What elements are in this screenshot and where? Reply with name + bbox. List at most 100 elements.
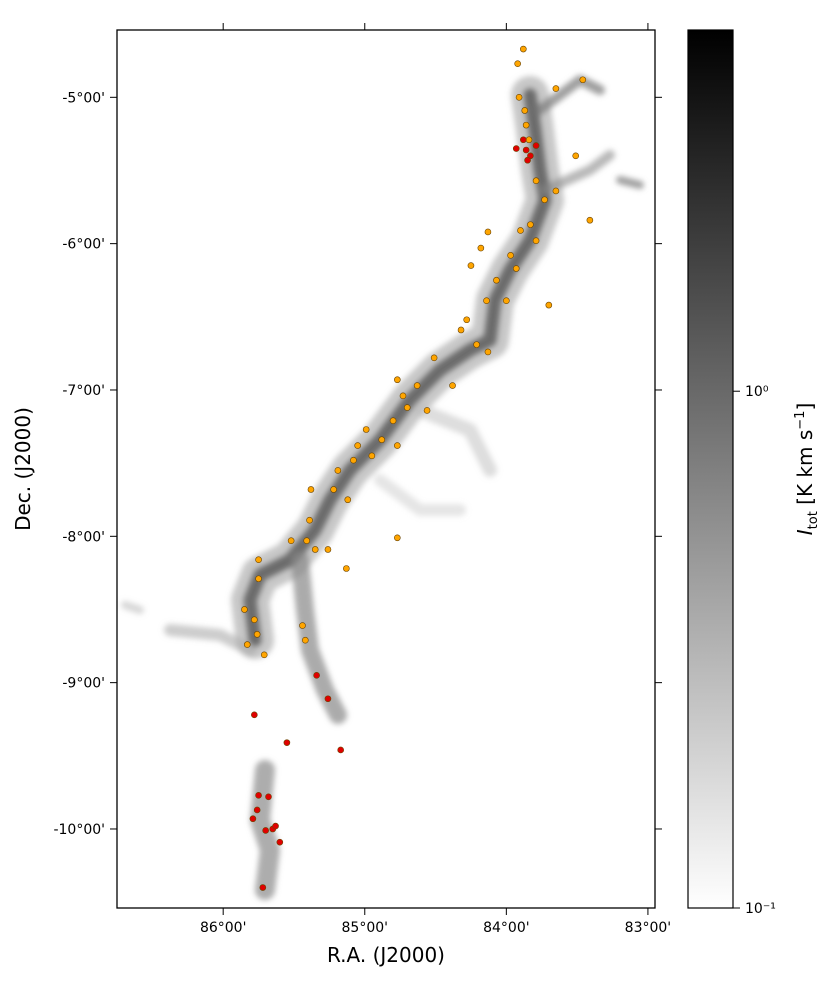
point: [394, 442, 401, 449]
point: [483, 297, 490, 305]
point: [503, 297, 510, 305]
emission-map: [121, 75, 644, 900]
point: [423, 407, 431, 414]
colorbar-label-part: ]: [793, 403, 817, 411]
point: [532, 177, 540, 185]
point: [430, 354, 438, 362]
point: [586, 216, 594, 224]
point: [545, 301, 553, 309]
point: [251, 711, 258, 719]
point: [403, 404, 411, 411]
point: [330, 486, 337, 493]
point: [249, 815, 257, 823]
point: [272, 822, 279, 830]
colorbar-tick-label: 10⁻¹: [745, 901, 776, 917]
point: [255, 556, 262, 564]
point: [350, 456, 357, 464]
point: [344, 496, 352, 504]
colorbar-label-part: I: [793, 529, 817, 535]
point: [255, 792, 262, 799]
point: [311, 546, 319, 553]
point: [334, 467, 342, 474]
point: [473, 341, 480, 348]
point: [467, 262, 475, 269]
point: [337, 746, 344, 754]
point: [306, 516, 313, 524]
point: [514, 60, 521, 67]
point: [343, 565, 350, 572]
point: [507, 252, 514, 259]
colorbar-tick-label: 10⁰: [745, 384, 769, 400]
point: [354, 442, 361, 449]
point: [378, 436, 386, 444]
x-tick-label: 85°00': [342, 920, 388, 936]
point: [413, 382, 421, 389]
colorbar-label-part: tot: [806, 511, 821, 529]
point: [522, 121, 530, 129]
point: [552, 187, 560, 195]
point: [301, 636, 309, 644]
point: [449, 382, 456, 389]
point: [253, 631, 261, 638]
y-tick-label: -10°00': [53, 822, 105, 838]
x-axis-label: R.A. (J2000): [327, 943, 445, 967]
point: [253, 806, 261, 814]
point: [572, 152, 580, 160]
point: [389, 417, 397, 425]
point: [324, 695, 332, 703]
point: [276, 838, 284, 846]
point: [251, 616, 258, 624]
point: [522, 146, 530, 154]
point: [362, 426, 370, 433]
point: [262, 827, 269, 834]
y-tick-label: -5°00': [62, 90, 105, 106]
point: [493, 276, 500, 284]
point: [399, 392, 407, 400]
point: [463, 316, 471, 324]
point: [394, 376, 401, 384]
point: [457, 326, 465, 334]
point: [525, 136, 533, 144]
point: [532, 237, 540, 245]
point: [307, 486, 315, 493]
x-tick-label: 83°00': [625, 920, 671, 936]
colorbar: [687, 29, 734, 909]
point: [512, 265, 520, 272]
point: [532, 142, 540, 149]
point: [255, 575, 262, 583]
y-tick-label: -8°00': [62, 529, 105, 545]
y-axis-label: Dec. (J2000): [11, 407, 35, 531]
point: [517, 227, 524, 234]
point: [287, 537, 295, 545]
y-tick-label: -7°00': [62, 383, 105, 399]
point: [313, 672, 320, 679]
point: [303, 537, 311, 545]
colorbar-label-part: [K km s: [793, 430, 817, 511]
point: [520, 136, 527, 144]
point: [477, 244, 485, 252]
point: [521, 107, 529, 114]
point: [243, 641, 251, 648]
point: [241, 606, 248, 613]
point: [552, 85, 560, 92]
point: [520, 45, 527, 53]
colorbar-label-part: −1: [793, 411, 808, 430]
x-tick-label: 86°00': [200, 920, 246, 936]
y-tick-label: -6°00': [62, 237, 105, 253]
point: [515, 94, 523, 101]
point: [299, 622, 306, 629]
point: [265, 793, 272, 801]
y-tick-label: -9°00': [62, 676, 105, 692]
point: [260, 651, 268, 659]
point: [368, 452, 376, 460]
point: [484, 348, 492, 356]
point: [524, 156, 531, 164]
point: [394, 534, 401, 542]
point: [484, 228, 492, 236]
point: [527, 221, 534, 228]
point: [283, 739, 291, 746]
x-tick-label: 84°00': [483, 920, 529, 936]
colorbar-label: Itot [K km s−1]: [793, 403, 821, 536]
point: [259, 884, 267, 891]
